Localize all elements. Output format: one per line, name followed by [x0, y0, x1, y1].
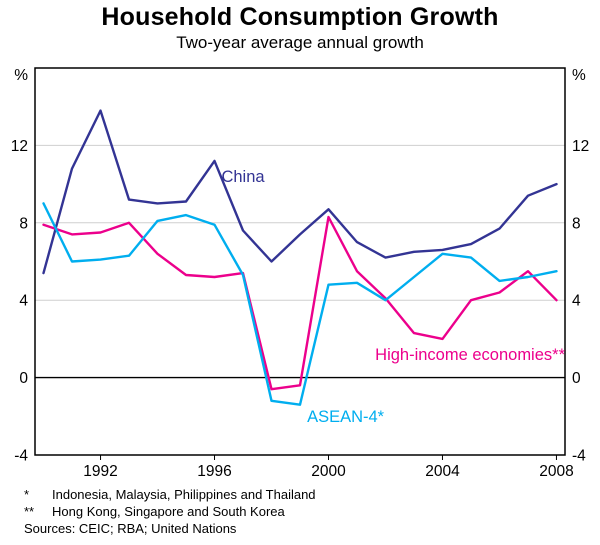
footnote-2-text: Hong Kong, Singapore and South Korea	[52, 504, 285, 519]
y-axis-tick-left: 8	[19, 215, 28, 232]
x-axis-label: 1992	[83, 463, 117, 480]
sources-text: Sources: CEIC; RBA; United Nations	[24, 521, 237, 536]
y-axis-unit-left: %	[14, 67, 28, 84]
y-axis-tick-right: 0	[572, 370, 581, 387]
chart-subtitle: Two-year average annual growth	[176, 33, 424, 52]
footnote-line-1: * Indonesia, Malaysia, Philippines and T…	[24, 486, 316, 503]
footnote-line-2: ** Hong Kong, Singapore and South Korea	[24, 503, 316, 520]
y-axis-tick-left: 0	[19, 370, 28, 387]
footnote-1-text: Indonesia, Malaysia, Philippines and Tha…	[52, 487, 316, 502]
x-axis-label: 1996	[197, 463, 231, 480]
plot-frame	[34, 67, 566, 456]
series-line-china	[42, 109, 558, 275]
y-axis-tick-right: 4	[572, 293, 581, 310]
y-axis-unit-right: %	[572, 67, 586, 84]
x-axis-label: 2008	[539, 463, 573, 480]
footnote-2-marker: **	[24, 504, 35, 519]
series-label-china: China	[221, 168, 265, 186]
x-axis-label: 2004	[425, 463, 460, 480]
y-axis-tick-right: 8	[572, 215, 581, 232]
y-axis-tick-left: 4	[19, 293, 28, 310]
y-axis-tick-left: 12	[11, 138, 28, 155]
footnotes: * Indonesia, Malaysia, Philippines and T…	[24, 486, 316, 537]
footnote-1-marker: *	[24, 487, 30, 502]
x-axis-label: 2000	[311, 463, 346, 480]
y-axis-tick-left: -4	[14, 448, 28, 465]
series-line-asean-4	[42, 202, 558, 406]
series-label-asean-4: ASEAN-4*	[307, 408, 385, 426]
series-label-high-income-economies: High-income economies**	[375, 346, 565, 364]
chart-title: Household Consumption Growth	[101, 3, 499, 31]
y-axis-tick-right: -4	[572, 448, 586, 465]
y-axis-tick-right: 12	[572, 138, 589, 155]
series-line-high-income-economies	[42, 215, 558, 391]
